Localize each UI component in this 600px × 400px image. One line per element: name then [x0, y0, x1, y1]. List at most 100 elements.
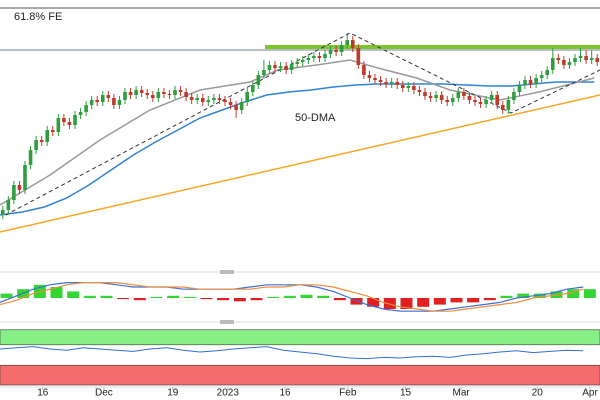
candle-body: [234, 105, 238, 110]
candle-body: [145, 93, 150, 95]
candle-body: [534, 78, 538, 84]
histogram-bar: [100, 295, 113, 298]
candle-body: [206, 100, 211, 102]
indicator-line: [0, 282, 584, 312]
candle-body: [589, 58, 594, 60]
candle-body: [506, 100, 511, 110]
x-tick-label: 16: [37, 388, 49, 399]
candle-body: [356, 48, 361, 65]
candle-body: [412, 86, 416, 90]
candle-body: [550, 58, 555, 70]
candle-body: [62, 118, 66, 122]
candle-body: [317, 56, 322, 58]
panel-handle[interactable]: [220, 320, 234, 324]
histogram-bar: [50, 287, 63, 298]
histogram-bar: [450, 298, 463, 303]
candle-body: [239, 102, 244, 110]
candle-body: [300, 60, 305, 62]
panel-handle[interactable]: [220, 270, 234, 274]
candle-body: [384, 82, 388, 84]
candle-body: [339, 45, 344, 52]
histogram-bar: [283, 295, 296, 298]
histogram-bar: [400, 298, 413, 309]
candle-body: [545, 70, 550, 75]
candle-body: [162, 92, 166, 94]
candle-body: [462, 92, 466, 96]
candle-body: [150, 95, 155, 98]
candle-body: [578, 56, 583, 58]
candle-body: [406, 86, 411, 88]
candle-body: [0, 210, 5, 215]
x-tick-label: Feb: [339, 388, 357, 399]
x-tick-label: 20: [532, 388, 544, 399]
candle-body: [595, 58, 600, 62]
candle-body: [428, 96, 433, 98]
candle-body: [200, 98, 205, 102]
candle-body: [562, 60, 566, 65]
band: [0, 329, 600, 346]
candle-body: [500, 105, 505, 110]
candle-body: [417, 90, 422, 92]
candle-body: [112, 98, 116, 105]
candle-body: [78, 112, 83, 115]
candle-body: [45, 130, 50, 142]
candle-body: [273, 65, 277, 68]
candle-body: [573, 58, 577, 62]
line-series: [0, 94, 600, 233]
candle-body: [473, 100, 477, 102]
histogram-bar: [467, 298, 480, 303]
histogram-bar: [250, 298, 263, 301]
histogram-bar: [483, 298, 496, 301]
histogram-bar: [533, 293, 546, 298]
histogram-bar: [383, 298, 396, 309]
candle-body: [389, 82, 394, 84]
candle-body: [284, 66, 288, 70]
line-series: [0, 81, 595, 216]
candle-body: [373, 78, 377, 80]
candle-body: [262, 70, 266, 75]
candle-body: [167, 94, 172, 95]
histogram-bar: [217, 298, 230, 301]
candle-body: [156, 92, 161, 98]
candle-body: [278, 66, 283, 68]
candle-body: [117, 100, 122, 105]
candle-body: [584, 56, 588, 60]
candle-body: [73, 115, 77, 125]
histogram-bar: [200, 298, 213, 300]
histogram-bar: [350, 298, 363, 305]
candle-body: [567, 62, 572, 65]
candle-body: [478, 102, 483, 104]
x-tick-label: 15: [400, 388, 412, 399]
x-tick-label: 2023: [217, 388, 240, 399]
candle-body: [350, 40, 355, 48]
candle-body: [539, 75, 544, 78]
candle-body: [328, 50, 333, 54]
candle-body: [189, 97, 194, 100]
histogram-bar: [67, 291, 80, 298]
candle-body: [128, 92, 133, 95]
band: [0, 364, 600, 386]
candle-body: [195, 98, 200, 100]
candle-body: [89, 100, 94, 105]
candle-body: [6, 200, 11, 210]
x-tick-label: Dec: [95, 388, 113, 399]
candle-body: [39, 140, 44, 142]
candle-body: [362, 65, 366, 75]
histogram-bar: [317, 295, 330, 298]
candle-body: [378, 80, 383, 82]
candle-body: [23, 165, 27, 190]
candle-body: [100, 95, 105, 102]
candle-body: [528, 80, 533, 84]
candle-body: [512, 92, 516, 100]
histogram-bar: [150, 296, 163, 298]
candle-body: [17, 185, 22, 190]
candle-body: [400, 85, 405, 88]
candle-body: [434, 95, 438, 98]
candle-body: [517, 85, 522, 92]
candle-body: [312, 56, 316, 58]
candle-body: [267, 65, 272, 70]
line-series: [0, 59, 595, 206]
candle-body: [367, 75, 372, 78]
